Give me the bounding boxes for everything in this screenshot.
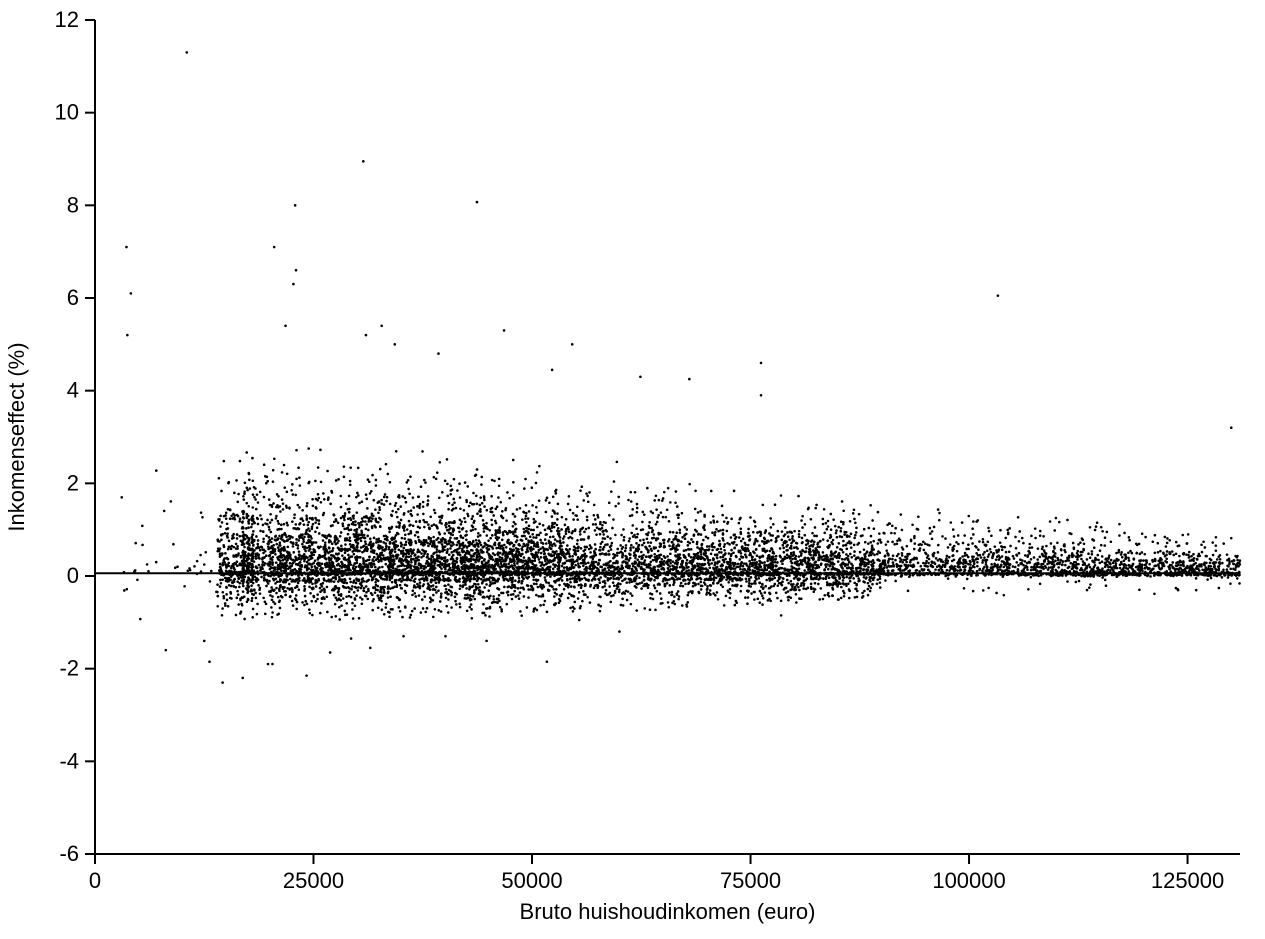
x-tick-label: 50000 xyxy=(501,868,562,893)
y-tick-label: 12 xyxy=(55,7,79,32)
y-tick-label: 10 xyxy=(55,100,79,125)
y-tick-label: 0 xyxy=(67,563,79,588)
x-tick-label: 125000 xyxy=(1151,868,1224,893)
scatter-chart: 0 25000 50000 75000 100000 125000 -6 -4 -2 0 2 4 6 8 1… xyxy=(0,0,1265,939)
x-axis-label: Bruto huishoudinkomen (euro) xyxy=(520,899,816,924)
y-tick-label: -6 xyxy=(59,841,79,866)
y-axis-label: Inkomenseffect (%) xyxy=(4,342,29,531)
x-tick-label: 25000 xyxy=(283,868,344,893)
x-tick-label: 100000 xyxy=(932,868,1005,893)
y-tick-label: -2 xyxy=(59,656,79,681)
y-tick-label: 4 xyxy=(67,378,79,403)
y-tick-label: -4 xyxy=(59,748,79,773)
y-tick-label: 2 xyxy=(67,470,79,495)
y-tick-label: 8 xyxy=(67,192,79,217)
y-tick-label: 6 xyxy=(67,285,79,310)
x-tick-label: 75000 xyxy=(720,868,781,893)
x-tick-label: 0 xyxy=(89,868,101,893)
